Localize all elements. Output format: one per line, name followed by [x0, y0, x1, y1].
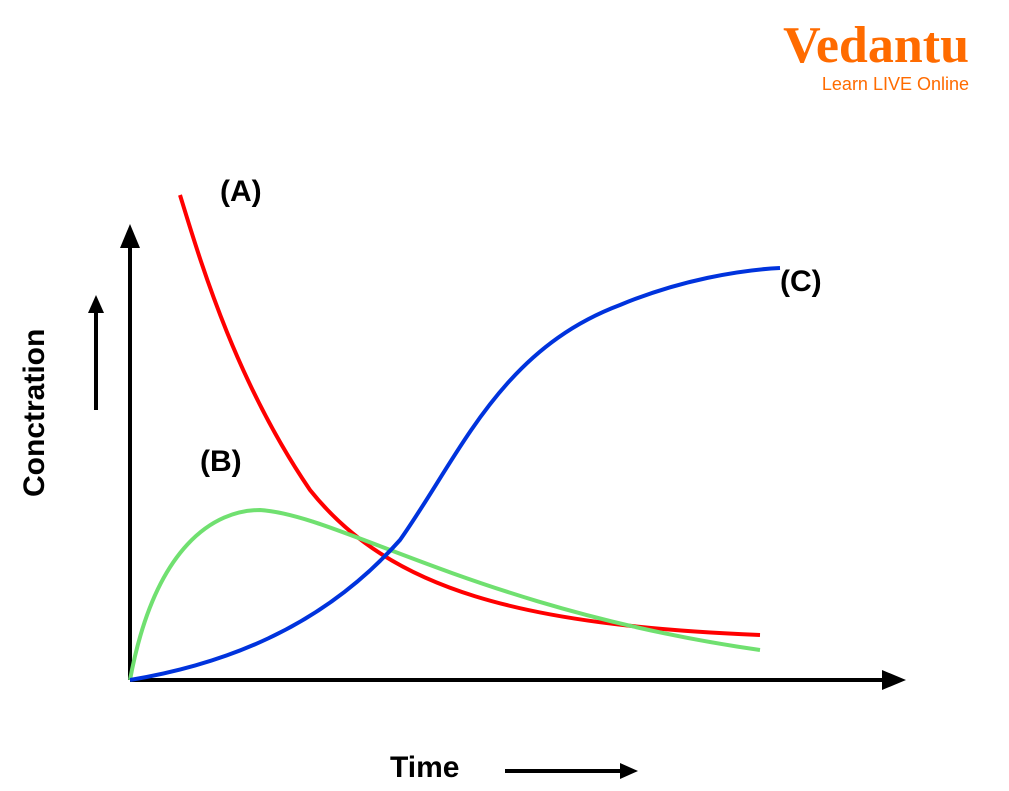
y-axis-arrowhead [120, 224, 140, 248]
curve-b-label: (B) [200, 445, 242, 479]
curve-c-label: (C) [780, 265, 822, 299]
chart-svg [60, 120, 940, 740]
curve-a-label: (A) [220, 175, 262, 209]
curve-a [180, 195, 760, 635]
x-axis-label-arrow [500, 761, 640, 781]
y-axis-label: Conctration [18, 329, 52, 497]
logo-brand-text: Vedantu [783, 20, 969, 72]
concentration-time-chart: (A) (B) (C) Conctration Time [60, 120, 940, 740]
x-axis-label: Time [390, 751, 459, 785]
y-axis-label-text: Conctration [18, 329, 51, 497]
x-axis-arrowhead [882, 670, 906, 690]
logo-tagline-text: Learn LIVE Online [783, 74, 969, 95]
brand-logo: Vedantu Learn LIVE Online [783, 20, 969, 95]
y-axis-label-arrow [86, 295, 106, 415]
x-axis-label-text: Time [390, 751, 459, 784]
